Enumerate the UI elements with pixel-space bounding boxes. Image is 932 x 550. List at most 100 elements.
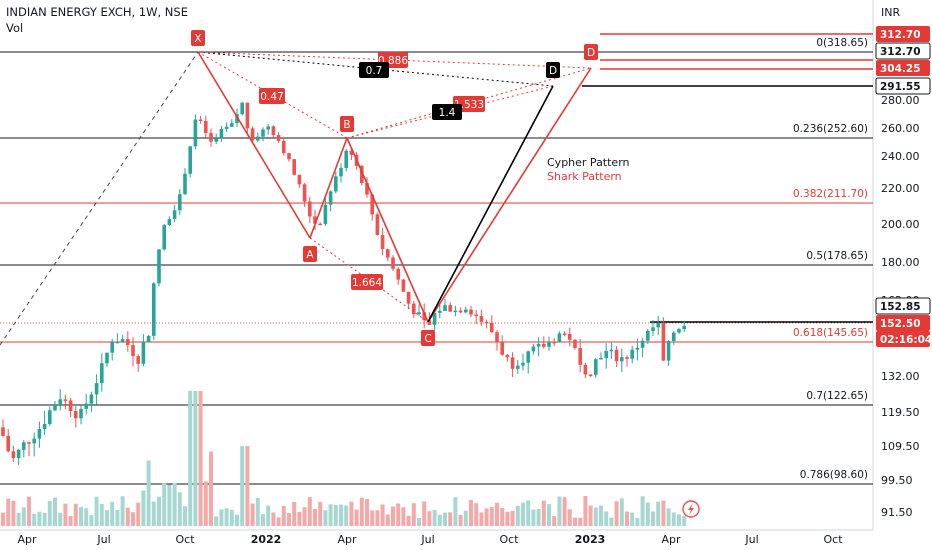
candle-body[interactable] (188, 146, 192, 174)
candle-body[interactable] (48, 410, 52, 424)
candle-body[interactable] (105, 352, 109, 364)
candle-body[interactable] (230, 123, 234, 127)
candle-body[interactable] (297, 174, 302, 185)
candle-body[interactable] (625, 357, 629, 359)
candle-body[interactable] (578, 348, 582, 365)
candle-body[interactable] (89, 394, 94, 404)
candle-body[interactable] (490, 322, 494, 333)
candle-body[interactable] (282, 140, 286, 154)
candle-body[interactable] (453, 310, 458, 313)
candle-body[interactable] (505, 354, 510, 358)
candle-body[interactable] (318, 223, 322, 226)
candle-body[interactable] (79, 408, 83, 419)
candle-body[interactable] (531, 346, 536, 352)
candle-body[interactable] (339, 167, 343, 177)
candle-body[interactable] (484, 321, 489, 324)
candle-body[interactable] (42, 423, 47, 430)
candle-body[interactable] (313, 216, 317, 224)
candle-body[interactable] (37, 429, 42, 439)
candle-body[interactable] (110, 342, 114, 353)
candle-body[interactable] (557, 333, 562, 342)
candle-body[interactable] (536, 343, 541, 347)
candle-body[interactable] (547, 341, 551, 347)
candle-body[interactable] (412, 303, 416, 315)
candle-body[interactable] (521, 362, 525, 366)
pattern-point-b[interactable]: B (340, 116, 354, 132)
candles[interactable] (1, 101, 686, 465)
candle-body[interactable] (323, 204, 328, 224)
candle-body[interactable] (16, 449, 21, 459)
candle-body[interactable] (516, 365, 520, 369)
candle-body[interactable] (599, 357, 603, 360)
candle-body[interactable] (261, 129, 265, 137)
candle-body[interactable] (469, 309, 473, 315)
candle-body[interactable] (250, 128, 255, 141)
candle-body[interactable] (370, 194, 374, 215)
candle-body[interactable] (630, 349, 634, 359)
candle-body[interactable] (562, 333, 567, 335)
candle-body[interactable] (63, 399, 68, 401)
candle-body[interactable] (74, 411, 78, 419)
candle-body[interactable] (427, 320, 432, 325)
candle-body[interactable] (640, 340, 645, 348)
candle-body[interactable] (178, 194, 182, 211)
candle-body[interactable] (235, 114, 239, 124)
candle-body[interactable] (84, 403, 88, 409)
candle-body[interactable] (474, 314, 478, 317)
candle-body[interactable] (328, 191, 333, 205)
candle-body[interactable] (386, 249, 390, 258)
candle-body[interactable] (510, 357, 515, 369)
candle-body[interactable] (396, 268, 400, 280)
candle-body[interactable] (292, 159, 296, 175)
candle-body[interactable] (152, 283, 156, 336)
candle-body[interactable] (58, 399, 62, 406)
candle-body[interactable] (172, 210, 177, 220)
candle-body[interactable] (526, 351, 530, 363)
candle-body[interactable] (120, 338, 125, 342)
candle-body[interactable] (666, 341, 671, 361)
candle-body[interactable] (495, 332, 499, 342)
candle-body[interactable] (141, 341, 146, 364)
candle-body[interactable] (162, 225, 166, 250)
candle-body[interactable] (240, 102, 244, 115)
pattern-point-d[interactable]: D (546, 62, 560, 78)
candle-body[interactable] (552, 341, 556, 344)
candle-body[interactable] (271, 126, 276, 136)
candle-body[interactable] (287, 153, 291, 160)
candle-body[interactable] (219, 128, 224, 139)
candle-body[interactable] (6, 435, 10, 452)
candle-body[interactable] (573, 339, 577, 349)
candle-body[interactable] (68, 400, 73, 412)
candle-body[interactable] (588, 374, 593, 376)
candle-body[interactable] (349, 150, 354, 155)
candle-body[interactable] (448, 305, 452, 312)
candle-body[interactable] (604, 350, 608, 358)
candle-body[interactable] (651, 327, 655, 331)
candle-body[interactable] (22, 442, 26, 450)
candle-body[interactable] (167, 219, 172, 226)
candle-body[interactable] (334, 176, 338, 192)
candle-body[interactable] (391, 257, 395, 269)
candle-body[interactable] (53, 405, 57, 411)
candle-body[interactable] (1, 427, 5, 436)
candle-body[interactable] (458, 310, 463, 313)
candle-body[interactable] (417, 312, 421, 315)
pattern-point-a[interactable]: A (303, 246, 317, 262)
candle-body[interactable] (464, 309, 468, 313)
pattern-point-x[interactable]: X (191, 30, 205, 46)
candle-body[interactable] (568, 334, 572, 340)
candle-body[interactable] (646, 330, 650, 341)
candle-body[interactable] (438, 310, 442, 313)
candle-body[interactable] (677, 329, 681, 333)
candle-body[interactable] (672, 332, 676, 342)
pattern-point-d[interactable]: D (584, 44, 598, 60)
candle-body[interactable] (620, 357, 624, 362)
candle-body[interactable] (193, 119, 198, 147)
candle-body[interactable] (583, 364, 588, 375)
candle-body[interactable] (542, 343, 546, 347)
candle-body[interactable] (365, 183, 369, 195)
candle-body[interactable] (32, 438, 36, 444)
candle-body[interactable] (401, 279, 406, 292)
